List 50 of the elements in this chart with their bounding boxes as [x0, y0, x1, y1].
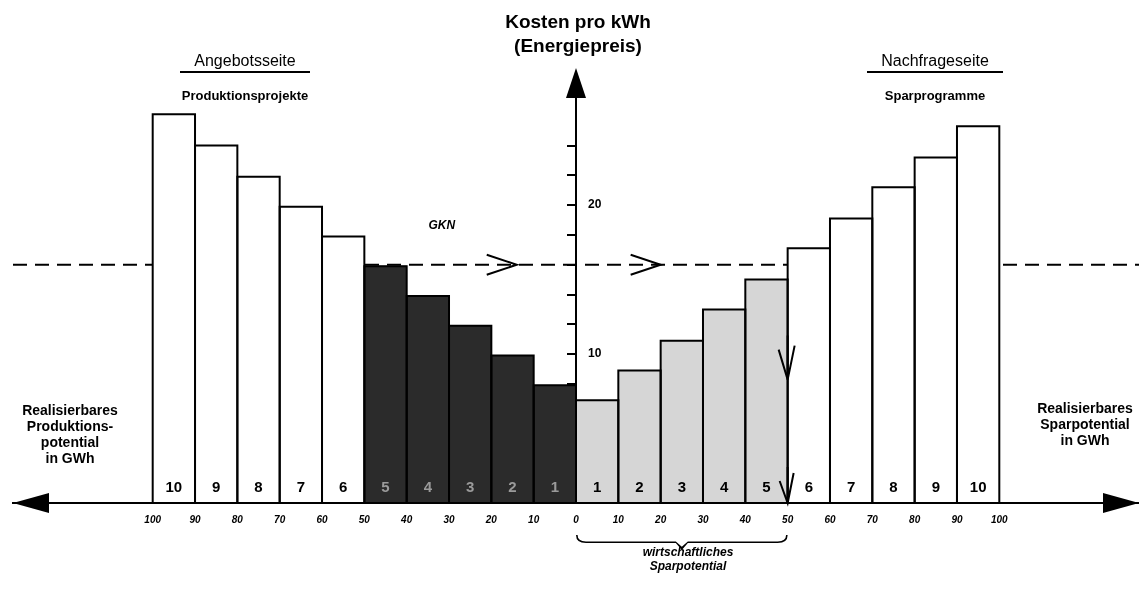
ref-line-label: GKN: [428, 217, 456, 232]
annotation: 8: [254, 477, 263, 495]
x-tick-label: 20: [654, 513, 667, 525]
annotation: 5: [381, 477, 390, 495]
x-tick-label: 30: [697, 513, 709, 525]
annotation: 9: [931, 477, 940, 495]
annotation: Produktionsprojekte: [181, 88, 309, 103]
text: wirtschaftliches Sparpotential: [642, 545, 734, 573]
x-tick-label: 60: [316, 513, 329, 525]
annotation: 10: [165, 477, 183, 495]
annotation: 9: [212, 477, 221, 495]
x-tick-label: 10: [528, 513, 540, 525]
x-tick-label: 40: [738, 513, 752, 525]
y-axis-title: Kosten pro kWh (Energiepreis): [504, 10, 652, 58]
annotation: Sparprogramme: [884, 88, 986, 103]
annotation: 2: [635, 477, 644, 495]
annotation: 7: [846, 477, 856, 495]
x-tick-label: 70: [866, 513, 879, 525]
x-tick-label: 20: [484, 513, 498, 525]
x-tick-label: 100: [144, 513, 162, 525]
x-tick-label: 80: [909, 513, 921, 525]
x-tick-label: 30: [443, 513, 456, 525]
x-tick-label: 100: [990, 513, 1009, 525]
x-tick-label: 70: [274, 513, 286, 525]
text: Nachfrageseite: [867, 52, 1003, 73]
annotation: 6: [804, 477, 813, 495]
text: Angebotsseite: [180, 52, 310, 73]
annotation: 7: [296, 477, 306, 495]
x-tick-label: 40: [400, 513, 413, 525]
annotation: 1: [550, 477, 560, 495]
x-tick-label: 60: [824, 513, 836, 525]
annotation: 6: [339, 477, 348, 495]
x-tick-label: 50: [358, 513, 371, 525]
x-tick-label: 10: [612, 513, 625, 525]
annotation: Realisierbares Sparpotential in GWh: [1037, 400, 1133, 448]
annotation: 2: [508, 477, 517, 495]
x-tick-label: 90: [951, 513, 963, 525]
annotation: Realisierbares Produktions- potential in GWh: [22, 402, 118, 466]
annotation: 8: [889, 477, 898, 495]
annotation: 3: [466, 477, 475, 495]
annotation: 10: [969, 477, 987, 495]
x-tick-label: 90: [189, 513, 202, 525]
x-tick-label: 0: [573, 513, 580, 525]
x-tick-label: 50: [782, 513, 794, 525]
annotation: 4: [719, 477, 729, 495]
annotation: 4: [423, 477, 433, 495]
x-tick-label: 80: [231, 513, 244, 525]
annotation: 5: [762, 477, 771, 495]
annotation: 3: [677, 477, 686, 495]
annotation: 1: [592, 477, 602, 495]
